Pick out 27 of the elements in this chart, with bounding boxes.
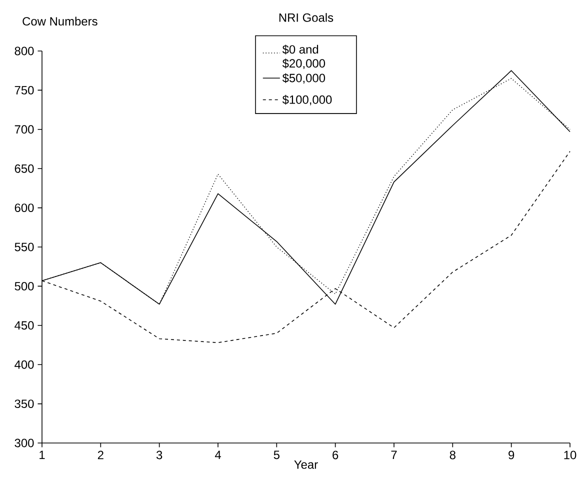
x-tick-label: 8 bbox=[450, 450, 456, 460]
legend-label: $50,000 bbox=[282, 73, 326, 84]
x-tick-label: 4 bbox=[214, 450, 221, 459]
y-tick-label: 300 bbox=[14, 438, 34, 448]
y-tick-label: 750 bbox=[14, 86, 34, 94]
y-tick-label: 700 bbox=[14, 125, 34, 134]
y-tick-label: 650 bbox=[14, 164, 34, 173]
legend-label: $0 and $20,000 bbox=[282, 44, 326, 70]
x-tick-label: 5 bbox=[274, 450, 280, 460]
x-tick-label: 2 bbox=[98, 450, 104, 460]
y-tick-label: 600 bbox=[14, 204, 34, 212]
x-axis-title: Year bbox=[294, 460, 318, 469]
x-tick-label: 6 bbox=[332, 450, 338, 460]
y-tick-label: 450 bbox=[14, 321, 34, 330]
y-tick-label: 350 bbox=[14, 400, 34, 408]
x-tick-label: 3 bbox=[156, 450, 162, 460]
y-tick-label: 800 bbox=[14, 46, 34, 56]
y-tick-label: 550 bbox=[14, 242, 34, 252]
y-axis-title: Cow Numbers bbox=[22, 16, 98, 26]
legend-title: NRI Goals bbox=[279, 13, 334, 22]
x-tick-label: 1 bbox=[40, 450, 45, 459]
x-tick-label: 10 bbox=[564, 450, 576, 460]
y-tick-label: 400 bbox=[14, 360, 34, 369]
legend-label: $100,000 bbox=[282, 94, 332, 106]
y-tick-label: 500 bbox=[14, 282, 34, 290]
x-tick-label: 7 bbox=[391, 450, 397, 459]
x-tick-label: 9 bbox=[508, 450, 514, 460]
